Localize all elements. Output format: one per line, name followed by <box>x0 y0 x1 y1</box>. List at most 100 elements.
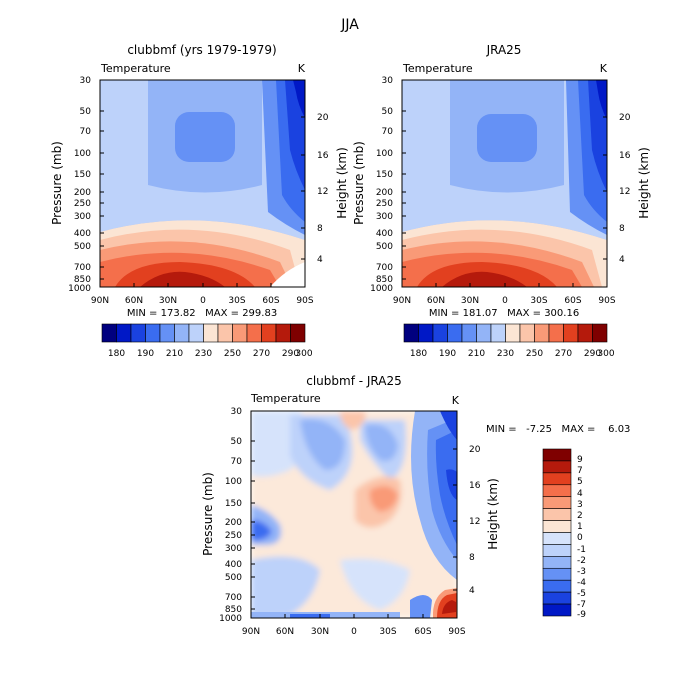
colorbar-label: 190 <box>439 349 456 359</box>
colorbar-label: 290 <box>584 349 601 359</box>
y2-axis-title: Height (km) <box>486 478 500 549</box>
y2-tick-label: 12 <box>469 517 480 527</box>
panel-title: clubbmf - JRA25 <box>306 374 402 388</box>
colorbar-swatch <box>542 448 572 462</box>
colorbar-label: -1 <box>577 545 586 555</box>
y-ticks <box>100 79 104 288</box>
colorbar-swatch <box>542 544 572 557</box>
colorbar-swatch <box>217 323 233 343</box>
neg-mid-blob-2 <box>365 424 398 461</box>
polar-contour-3 <box>285 80 305 190</box>
y-ticks <box>402 79 406 288</box>
pos-mid-core <box>369 486 398 512</box>
x-axis: 90N 60N 30N 0 30S 60S 90S <box>242 614 466 637</box>
y2-tick-label: 20 <box>317 113 329 123</box>
neg-left-core <box>251 520 272 541</box>
panel-variable-label: Temperature <box>100 62 171 75</box>
difference-field <box>251 411 457 618</box>
temperature-field <box>100 80 305 287</box>
colorbar-label: 210 <box>468 349 485 359</box>
y-tick-label: 500 <box>74 242 91 252</box>
colorbar-swatches <box>542 448 572 617</box>
colorbar-vertical: 9 7 5 4 3 2 1 0 -1 -2 -3 -4 -5 -7 -9 <box>542 448 586 620</box>
colorbar-label: 7 <box>577 466 583 476</box>
y-tick-label: 150 <box>225 499 242 509</box>
x-tick-label: 30N <box>311 627 329 637</box>
colorbar-swatch <box>542 520 572 533</box>
y2-tick-label: 20 <box>469 445 481 455</box>
colorbar-swatch <box>542 567 572 581</box>
colorbar-swatch <box>447 323 463 343</box>
polar-surface-pos-3 <box>442 600 456 614</box>
colorbar-swatch <box>577 323 593 343</box>
y-tick-label: 1000 <box>370 284 393 294</box>
colorbar-label: 180 <box>108 349 125 359</box>
x-tick-label: 0 <box>200 296 206 306</box>
colorbar-swatch <box>542 484 572 498</box>
panel-jra25: JRA25 Temperature K 30 50 70 100 15 <box>352 43 651 359</box>
y-tick-label: 50 <box>80 107 92 117</box>
x-axis: 90N 60N 30N 0 30S 60S 90S <box>393 283 616 306</box>
y-tick-label: 500 <box>376 242 393 252</box>
y-axis-left: 30 50 70 100 150 200 250 300 400 500 700… <box>68 76 104 294</box>
y-tick-label: 200 <box>74 188 91 198</box>
y2-tick-label: 8 <box>619 224 625 234</box>
colorbar-swatch <box>542 472 572 486</box>
pos-upper-small <box>340 411 366 430</box>
x-axis: 90N 60N 30N 0 30S 60S 90S <box>91 283 314 306</box>
colorbar-swatch <box>542 532 572 545</box>
colorbar-swatch <box>290 323 306 343</box>
colorbar: 180 190 210 230 250 270 290 300 <box>403 323 615 359</box>
min-max-stats: MIN = -7.25 MAX = 6.03 <box>486 424 630 435</box>
x-tick-label: 30N <box>461 296 479 306</box>
y-tick-label: 100 <box>74 149 91 159</box>
x-tick-label: 60S <box>262 296 279 306</box>
y2-tick-label: 16 <box>317 151 329 161</box>
colorbar-label: 9 <box>577 455 583 465</box>
polar-neg-5 <box>446 469 457 500</box>
colorbar-label: 270 <box>555 349 572 359</box>
y-tick-label: 50 <box>382 107 394 117</box>
colorbar-swatch <box>432 323 448 343</box>
y-tick-label: 700 <box>74 263 91 273</box>
panel-unit-label: K <box>452 394 460 407</box>
y-axis-right: 20 16 12 8 4 <box>603 113 631 265</box>
y-tick-label: 700 <box>376 263 393 273</box>
y-tick-label: 850 <box>376 275 393 285</box>
colorbar-swatch <box>403 323 419 343</box>
colorbar-swatch <box>542 603 572 617</box>
y-tick-label: 400 <box>74 229 91 239</box>
colorbar-label: 250 <box>526 349 543 359</box>
colorbar-swatch <box>542 591 572 605</box>
y-tick-label: 200 <box>225 518 242 528</box>
colorbar-label: 190 <box>137 349 154 359</box>
colorbar-label: -7 <box>577 600 586 610</box>
y-tick-label: 30 <box>382 76 394 86</box>
figure-title: JJA <box>340 17 359 33</box>
colorbar-swatch <box>563 323 579 343</box>
y2-tick-label: 12 <box>317 187 328 197</box>
y-tick-label: 250 <box>376 199 393 209</box>
y-tick-label: 300 <box>376 212 393 222</box>
x-ticks <box>133 283 272 287</box>
y-axis-left: 30 50 70 100 150 200 250 300 400 500 700… <box>219 407 255 624</box>
x-tick-label: 30S <box>379 627 396 637</box>
y-tick-label: 200 <box>376 188 393 198</box>
y2-ticks <box>301 116 305 260</box>
x-tick-label: 90S <box>598 296 615 306</box>
colorbar-swatch <box>542 460 572 474</box>
y2-tick-label: 12 <box>619 187 630 197</box>
surface-neg-core <box>290 614 330 618</box>
y2-axis-title: Height (km) <box>335 147 349 218</box>
x-tick-label: 0 <box>502 296 508 306</box>
colorbar-label: 0 <box>577 533 583 543</box>
min-max-stats: MIN = 181.07 MAX = 300.16 <box>429 308 579 319</box>
polar-surface-neg <box>410 595 432 618</box>
neg-mid-blob <box>300 419 345 470</box>
y-tick-label: 400 <box>225 560 242 570</box>
colorbar-swatch <box>548 323 564 343</box>
x-tick-label: 90S <box>296 296 313 306</box>
y2-tick-label: 4 <box>317 255 323 265</box>
x-tick-label: 90N <box>91 296 109 306</box>
